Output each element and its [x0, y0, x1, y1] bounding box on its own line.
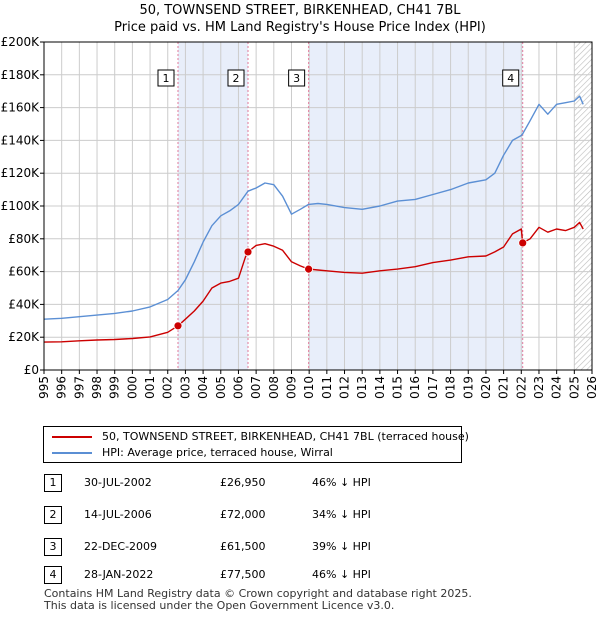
- legend-property-swatch: [52, 436, 92, 438]
- sale-marker-number: 4: [507, 72, 514, 85]
- x-tick-label: 2015: [391, 376, 405, 400]
- sale-number: 3: [44, 538, 62, 556]
- x-tick-label: 2001: [143, 376, 157, 400]
- x-tick-label: 2022: [514, 376, 528, 400]
- sale-point: [173, 321, 183, 331]
- x-tick-label: 2004: [196, 376, 210, 400]
- x-tick-label: 2002: [161, 376, 175, 400]
- sale-point: [304, 264, 314, 274]
- sale-number: 2: [44, 506, 62, 524]
- y-tick-label: £120K: [1, 166, 41, 180]
- sale-row: 2 14-JUL-2006 £72,000 34% ↓ HPI: [0, 506, 600, 524]
- sale-row: 3 22-DEC-2009 £61,500 39% ↓ HPI: [0, 538, 600, 556]
- y-tick-label: £180K: [1, 68, 41, 82]
- x-tick-label: 2025: [567, 376, 581, 400]
- sale-date: 30-JUL-2002: [84, 476, 152, 489]
- footer-line-2: This data is licensed under the Open Gov…: [44, 599, 395, 612]
- x-tick-label: 2006: [231, 376, 245, 400]
- sale-date: 22-DEC-2009: [84, 540, 158, 553]
- x-tick-label: 2026: [585, 376, 599, 400]
- y-tick-label: £160K: [1, 101, 41, 115]
- sale-hpi-diff: 46% ↓ HPI: [312, 476, 371, 489]
- hpi-line: [43, 95, 584, 320]
- footer-notice: Contains HM Land Registry data © Crown c…: [44, 588, 472, 612]
- y-tick-label: £80K: [8, 232, 40, 246]
- sale-marker-number: 1: [162, 72, 169, 85]
- price-chart: £0 £20K £40K £60K £80K £100K £120K £140K £160K £1…: [1, 35, 599, 400]
- sale-points: [173, 238, 528, 331]
- sale-price: £72,000: [220, 508, 266, 521]
- sale-hpi-diff: 46% ↓ HPI: [312, 568, 371, 581]
- sale-price: £26,950: [220, 476, 266, 489]
- x-tick-label: 1997: [72, 376, 86, 400]
- x-tick-label: 2007: [249, 376, 263, 400]
- x-tick-label: 2003: [178, 376, 192, 400]
- x-axis-ticks: 1995 1996 1997 1998 1999 2000 2001 2002 2003 2004…: [37, 370, 599, 400]
- x-tick-label: 1999: [108, 376, 122, 400]
- x-tick-label: 2024: [550, 376, 564, 400]
- legend-hpi-swatch: [52, 452, 92, 454]
- sale-number: 4: [44, 566, 62, 584]
- sale-point: [243, 247, 253, 257]
- x-tick-label: 1996: [55, 376, 69, 400]
- y-tick-label: £20K: [8, 330, 40, 344]
- sale-hpi-diff: 34% ↓ HPI: [312, 508, 371, 521]
- y-tick-label: £100K: [1, 199, 41, 213]
- sale-marker-labels: 1 2 3 4: [157, 69, 520, 87]
- x-tick-label: 2012: [338, 376, 352, 400]
- sale-price: £77,500: [220, 568, 266, 581]
- x-tick-label: 2020: [479, 376, 493, 400]
- x-tick-label: 2010: [302, 376, 316, 400]
- y-tick-label: £200K: [1, 35, 41, 49]
- chart-legend: 50, TOWNSEND STREET, BIRKENHEAD, CH41 7B…: [43, 426, 469, 463]
- plot-frame: [43, 41, 593, 371]
- x-tick-label: 2011: [320, 376, 334, 400]
- footer-line-1: Contains HM Land Registry data © Crown c…: [44, 587, 472, 600]
- x-tick-label: 2000: [125, 376, 139, 400]
- y-tick-label: £40K: [8, 297, 40, 311]
- sale-marker-box: [227, 69, 245, 87]
- x-tick-label: 2008: [267, 376, 281, 400]
- title-line-1: 50, TOWNSEND STREET, BIRKENHEAD, CH41 7B…: [139, 3, 461, 18]
- sale-price: £61,500: [220, 540, 266, 553]
- sale-row: 4 28-JAN-2022 £77,500 46% ↓ HPI: [0, 566, 600, 584]
- y-axis-ticks: £0 £20K £40K £60K £80K £100K £120K £140K £160K £1…: [1, 35, 44, 377]
- y-tick-label: £60K: [8, 265, 40, 279]
- sale-date: 14-JUL-2006: [84, 508, 152, 521]
- x-tick-label: 2017: [426, 376, 440, 400]
- sale-date: 28-JAN-2022: [84, 568, 154, 581]
- y-tick-label: £0: [24, 363, 39, 377]
- sale-hpi-diff: 39% ↓ HPI: [312, 540, 371, 553]
- x-tick-label: 2005: [214, 376, 228, 400]
- y-tick-label: £140K: [1, 133, 41, 147]
- legend-hpi-label: HPI: Average price, terraced house, Wirr…: [102, 446, 333, 459]
- sale-marker-number: 2: [232, 72, 239, 85]
- x-tick-label: 2021: [497, 376, 511, 400]
- chart-title: 50, TOWNSEND STREET, BIRKENHEAD, CH41 7B…: [0, 2, 600, 36]
- legend-property-label: 50, TOWNSEND STREET, BIRKENHEAD, CH41 7B…: [102, 430, 469, 443]
- sale-number: 1: [44, 474, 62, 492]
- x-tick-label: 2009: [284, 376, 298, 400]
- x-tick-label: 2016: [408, 376, 422, 400]
- title-line-2: Price paid vs. HM Land Registry's House …: [114, 20, 486, 35]
- x-tick-label: 2013: [355, 376, 369, 400]
- x-tick-label: 2018: [444, 376, 458, 400]
- x-tick-label: 2014: [373, 376, 387, 400]
- sale-row: 1 30-JUL-2002 £26,950 46% ↓ HPI: [0, 474, 600, 492]
- x-tick-label: 1995: [37, 376, 51, 400]
- sale-vlines: [177, 42, 524, 370]
- sale-point: [518, 238, 528, 248]
- x-tick-label: 1998: [90, 376, 104, 400]
- sale-marker-box: [157, 69, 175, 87]
- x-tick-label: 2019: [461, 376, 475, 400]
- sale-marker-box: [288, 69, 306, 87]
- x-tick-label: 2023: [532, 376, 546, 400]
- sale-marker-box: [502, 69, 520, 87]
- sale-marker-number: 3: [293, 72, 300, 85]
